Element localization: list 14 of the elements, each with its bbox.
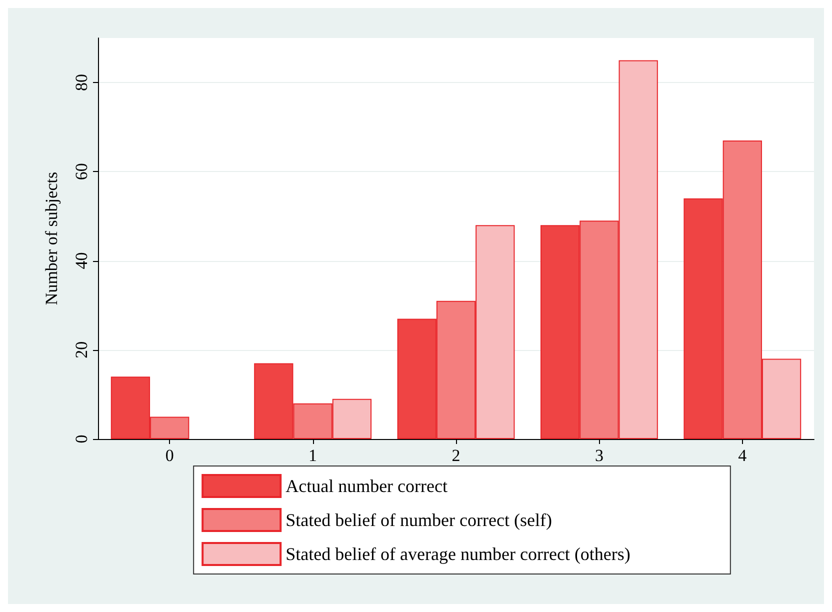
y-tick-label: 0 <box>72 434 91 444</box>
x-tick-label: 2 <box>452 446 460 465</box>
y-tick-label: 60 <box>72 163 91 180</box>
legend-label: Stated belief of average number correct (others) <box>286 544 630 564</box>
legend-label: Stated belief of number correct (self) <box>286 510 552 530</box>
x-tick-label: 3 <box>594 446 604 465</box>
y-axis-title: Number of subjects <box>42 172 61 306</box>
x-tick-label: 0 <box>165 446 174 465</box>
legend-label: Actual number correct <box>286 476 448 496</box>
y-tick-label: 80 <box>72 74 91 92</box>
y-tick-label: 20 <box>72 341 91 358</box>
x-tick-label: 1 <box>308 446 318 465</box>
x-tick-label: 4 <box>738 446 748 465</box>
y-tick-label: 40 <box>72 252 91 270</box>
